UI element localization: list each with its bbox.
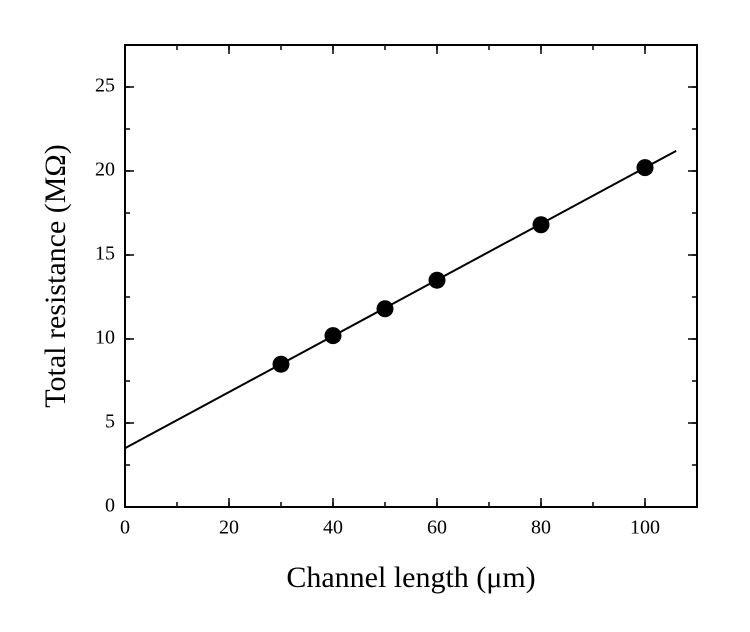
x-tick-label: 60: [427, 517, 447, 539]
y-tick-label: 0: [105, 495, 115, 517]
y-tick-label: 5: [105, 411, 115, 433]
fit-line: [124, 149, 677, 450]
y-axis-label: Total resistance (MΩ): [39, 144, 72, 407]
x-tick-label: 0: [120, 517, 130, 539]
x-tick-label: 20: [219, 517, 239, 539]
x-tick-label: 100: [630, 517, 660, 539]
plot-frame: [124, 44, 698, 508]
y-tick-label: 20: [95, 159, 115, 181]
y-tick-label: 25: [95, 75, 115, 97]
x-axis-label: Channel length (μm): [286, 561, 535, 594]
x-tick-label: 80: [531, 517, 551, 539]
y-tick-label: 15: [95, 243, 115, 265]
x-tick-label: 40: [323, 517, 343, 539]
y-tick-label: 10: [95, 327, 115, 349]
